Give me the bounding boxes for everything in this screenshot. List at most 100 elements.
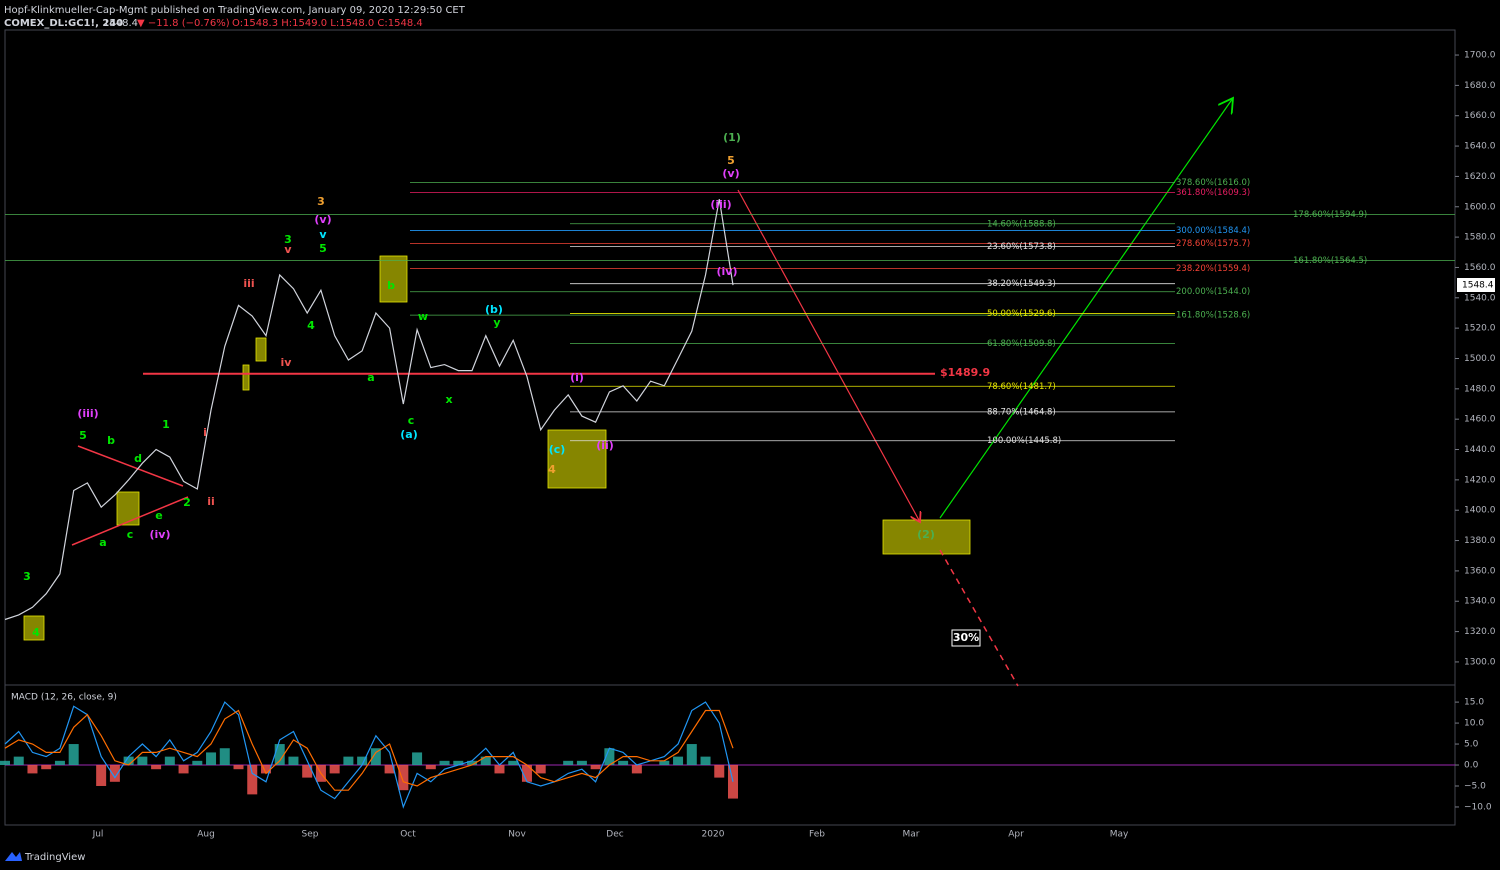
histogram-bar [384, 765, 395, 774]
histogram-bar [233, 765, 244, 770]
wave-label: e [155, 509, 162, 522]
x-tick-label: May [1110, 830, 1129, 840]
histogram-bar [68, 744, 79, 766]
fib-label: 88.70%(1464.8) [987, 407, 1056, 417]
zones [23, 255, 971, 641]
histogram-bar [302, 765, 313, 778]
wave-label: 3 [317, 195, 325, 208]
histogram-bar [604, 748, 615, 766]
wave-label: v [319, 228, 327, 241]
fib-label: 161.80%(1528.6) [1176, 311, 1250, 321]
wave-label: x [445, 393, 452, 406]
histogram-bar [700, 756, 711, 766]
fib-label: 378.60%(1616.0) [1176, 178, 1250, 188]
publisher: Hopf-Klinkmueller-Cap-Mgmt published on … [4, 5, 466, 16]
wave-label: (c) [549, 443, 566, 456]
y-tick-label: −10.0 [1464, 802, 1492, 812]
histogram-bar [54, 760, 65, 766]
histogram-bar [164, 756, 175, 766]
histogram-bar [425, 765, 436, 770]
wave-label: c [127, 528, 134, 541]
histogram-bar [439, 760, 450, 766]
wave-label: iv [281, 356, 293, 369]
price-tag-label: 1548.4 [1462, 281, 1494, 291]
fib-label: 278.60%(1575.7) [1176, 239, 1250, 249]
trendline [77, 445, 184, 487]
histogram-bar [412, 752, 423, 766]
wave-label: 3 [284, 233, 292, 246]
fib-label: 100.00%(1445.8) [987, 436, 1061, 446]
zone [116, 491, 140, 526]
x-tick-label: Dec [606, 830, 623, 840]
change: ▼ −11.8 (−0.76%) [137, 18, 230, 29]
wave-label: iii [243, 277, 254, 290]
wave-label: 4 [548, 463, 556, 476]
wave-label: a [367, 371, 374, 384]
y-tick-label: 1420.0 [1464, 475, 1496, 485]
histogram-bar [521, 765, 532, 782]
wave-label: b [387, 279, 395, 292]
wave-label: (i) [570, 371, 584, 384]
wave-label: 1 [162, 418, 170, 431]
histogram-bar [467, 760, 478, 766]
y-tick-label: −5.0 [1464, 781, 1486, 791]
y-tick-label: 1360.0 [1464, 566, 1496, 576]
histogram-bar [590, 765, 601, 770]
wave-label: 2 [183, 496, 191, 509]
x-tick-label: Oct [400, 830, 416, 840]
wave-label: (a) [400, 428, 417, 441]
y-tick-label: 1400.0 [1464, 506, 1496, 516]
y-tick-label: 5.0 [1464, 740, 1479, 750]
zone [379, 255, 408, 303]
histogram-bar [96, 765, 107, 786]
histogram-bar [563, 760, 574, 766]
wave-label: (iv) [717, 265, 738, 278]
y-tick-label: 1640.0 [1464, 142, 1496, 152]
trendline [71, 496, 189, 546]
histogram-bar [576, 760, 587, 766]
wave-label: 5 [727, 154, 735, 167]
y-tick-label: 1300.0 [1464, 657, 1496, 667]
wave-label: (iii) [77, 407, 98, 420]
y-tick-label: 1600.0 [1464, 202, 1496, 212]
x-tick-label: Aug [197, 830, 215, 840]
histogram-bar [123, 756, 134, 766]
zone [23, 615, 45, 641]
histogram-bar [329, 765, 340, 774]
wave-label: c [408, 414, 415, 427]
fib-label: 200.00%(1544.0) [1176, 287, 1250, 297]
brand: TradingView [24, 852, 85, 863]
wave-label: a [99, 536, 106, 549]
y-tick-label: 1380.0 [1464, 536, 1496, 546]
x-tick-label: Feb [809, 830, 825, 840]
y-tick-label: 1560.0 [1464, 263, 1496, 273]
y-tick-label: 15.0 [1464, 698, 1484, 708]
last-price: 1548.4 [103, 18, 138, 29]
histogram-bar [288, 756, 299, 766]
fib-label: 50.00%(1529.6) [987, 309, 1056, 319]
fib-label: 161.80%(1564.5) [1293, 256, 1367, 266]
wave-label: (2) [917, 528, 935, 541]
wave-label: w [418, 310, 428, 323]
y-tick-label: 1460.0 [1464, 415, 1496, 425]
wave-label: (v) [722, 167, 739, 180]
fib-label: 238.20%(1559.4) [1176, 264, 1250, 274]
y-tick-label: 1440.0 [1464, 445, 1496, 455]
histogram-bar [109, 765, 120, 782]
wave-label: (ii) [596, 439, 614, 452]
zone [255, 337, 267, 362]
fib-label: 61.80%(1509.8) [987, 339, 1056, 349]
y-tick-label: 1520.0 [1464, 324, 1496, 334]
histogram-bar [219, 748, 230, 766]
y-tick-label: 1680.0 [1464, 81, 1496, 91]
histogram-bar [274, 744, 285, 766]
zone [547, 429, 607, 489]
histogram-bar [151, 765, 162, 770]
fib-label: 178.60%(1594.9) [1293, 210, 1367, 220]
wave-label: 4 [307, 319, 315, 332]
histogram-bar [398, 765, 409, 791]
wave-label: (iv) [150, 528, 171, 541]
histogram-bar [260, 765, 271, 774]
